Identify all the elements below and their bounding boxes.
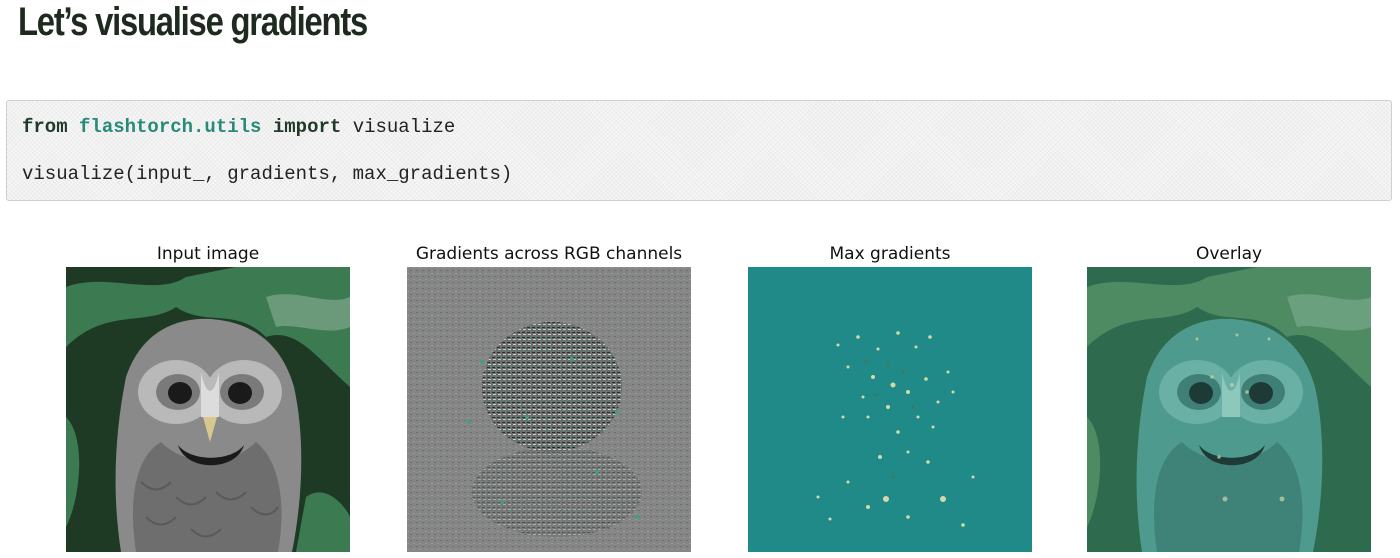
max-gradients-image <box>748 267 1032 552</box>
keyword-import: import <box>272 116 342 138</box>
page-title: Let’s visualise gradients <box>18 0 368 44</box>
code-line-import: from flashtorch.utils import visualize <box>22 116 455 138</box>
panel-title-input: Input image <box>156 244 260 264</box>
owl-input-image <box>66 267 350 552</box>
module-name: flashtorch.utils <box>79 116 262 138</box>
code-line-call: visualize(input_, gradients, max_gradien… <box>22 163 513 185</box>
panel-overlay: Overlay <box>1087 241 1371 552</box>
panel-gradients-rgb: Gradients across RGB channels <box>407 241 691 552</box>
gradients-rgb-image <box>407 267 691 552</box>
panel-max-gradients: Max gradients <box>748 241 1032 552</box>
panel-title-max: Max gradients <box>829 244 951 264</box>
overlay-image <box>1087 267 1371 552</box>
keyword-from: from <box>22 116 68 138</box>
code-cell[interactable]: from flashtorch.utils import visualize v… <box>6 100 1392 201</box>
panel-title-overlay: Overlay <box>1195 244 1263 264</box>
imported-name: visualize <box>352 116 456 138</box>
panel-title-gradients: Gradients across RGB channels <box>415 244 683 264</box>
panel-input-image: Input image <box>66 241 350 552</box>
